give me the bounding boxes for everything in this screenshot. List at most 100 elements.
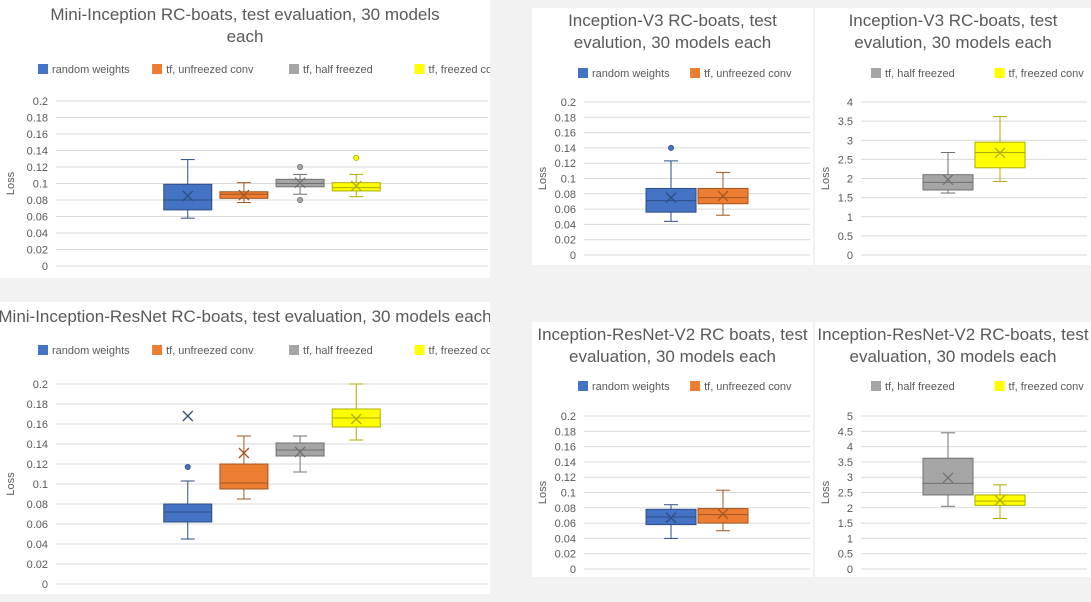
y-tick-label: 0.14 <box>555 143 576 155</box>
chart-title-line: evalution, 30 models each <box>574 33 772 52</box>
box-random-weights <box>163 410 213 540</box>
y-axis-label: Loss <box>820 166 832 190</box>
y-tick-label: 0.18 <box>27 113 48 125</box>
y-tick-label: 0.02 <box>555 235 576 247</box>
y-tick-label: 0.08 <box>555 189 576 201</box>
outlier-point <box>668 144 675 151</box>
outlier-point <box>184 463 191 470</box>
box-iqr <box>163 503 213 523</box>
mean-marker <box>350 413 362 425</box>
legend-label: tf, freezed conv <box>1009 381 1085 393</box>
y-tick-label: 0.02 <box>27 559 48 571</box>
outlier-point <box>353 154 360 161</box>
legend-swatch <box>289 345 300 355</box>
legend-label: random weights <box>592 68 670 80</box>
legend-swatch <box>578 381 588 391</box>
chart-title-line: Mini-Inception RC-boats, test evaluation… <box>50 5 439 24</box>
outlier-point <box>297 163 304 170</box>
y-tick-label: 3.5 <box>838 116 853 128</box>
chart-svg: Mini-Inception-ResNet RC-boats, test eva… <box>0 307 490 591</box>
y-tick-label: 0.02 <box>555 549 576 561</box>
y-tick-label: 0.14 <box>27 146 48 158</box>
y-tick-label: 0.04 <box>27 228 48 240</box>
box-iqr <box>219 463 269 490</box>
mean-marker <box>994 494 1006 506</box>
y-axis-label: Loss <box>537 480 549 504</box>
legend-label: tf, half freezed <box>303 64 373 76</box>
y-tick-label: 3.5 <box>838 457 853 469</box>
y-tick-label: 1 <box>847 533 853 545</box>
chart-panel-inception-resnet-v2-a: Inception-ResNet-V2 RC boats, test evalua… <box>532 322 813 577</box>
y-tick-label: 0.5 <box>838 231 853 243</box>
legend-label: tf, freezed conv <box>429 345 490 357</box>
mean-marker <box>238 447 250 459</box>
y-tick-label: 3 <box>847 135 853 147</box>
chart-title-line: evaluation, 30 models each <box>569 347 776 366</box>
y-tick-label: 0.16 <box>27 419 48 431</box>
mean-marker <box>717 190 729 202</box>
legend-swatch <box>578 68 588 78</box>
y-tick-label: 0.1 <box>561 174 576 186</box>
legend-swatch <box>414 345 425 355</box>
box-tf-freezed-conv <box>974 484 1026 520</box>
mean-marker <box>238 189 250 201</box>
legend-swatch <box>152 345 163 355</box>
legend-label: tf, unfreezed conv <box>166 345 254 357</box>
legend-swatch <box>38 64 48 74</box>
legend-label: random weights <box>52 64 130 76</box>
legend-swatch <box>871 381 881 391</box>
y-tick-label: 0.08 <box>27 195 48 207</box>
legend-swatch <box>38 345 48 355</box>
chart-panel-mini-inception: Mini-Inception RC-boats, test evaluation… <box>0 0 490 278</box>
mean-marker <box>350 180 362 192</box>
mean-marker <box>942 472 954 484</box>
y-tick-label: 2.5 <box>838 154 853 166</box>
y-tick-label: 0 <box>42 579 48 591</box>
y-tick-label: 0.12 <box>555 158 576 170</box>
y-tick-label: 0.04 <box>555 533 576 545</box>
y-tick-label: 0.16 <box>27 129 48 141</box>
legend-swatch <box>289 64 300 74</box>
box-tf-half-freezed <box>275 163 325 203</box>
y-tick-label: 4.5 <box>838 426 853 438</box>
y-tick-label: 2 <box>847 174 853 186</box>
y-tick-label: 0.12 <box>555 472 576 484</box>
chart-title-line: Mini-Inception-ResNet RC-boats, test eva… <box>0 307 490 326</box>
mean-marker <box>665 192 677 204</box>
y-tick-label: 0.12 <box>27 459 48 471</box>
chart-svg: Inception-V3 RC-boats, test evalution, 30… <box>820 11 1087 262</box>
y-axis-label: Loss <box>820 480 832 504</box>
chart-panel-inception-v3-b: Inception-V3 RC-boats, test evalution, 30… <box>815 8 1091 265</box>
mean-marker <box>182 190 194 202</box>
legend-swatch <box>414 64 425 74</box>
y-tick-label: 0.2 <box>33 379 48 391</box>
box-tf-half-freezed <box>275 435 325 473</box>
mean-marker <box>994 147 1006 159</box>
chart-title-line: Inception-ResNet-V2 RC boats, test <box>537 325 808 344</box>
legend-label: random weights <box>52 345 130 357</box>
y-tick-label: 3 <box>847 472 853 484</box>
box-tf-freezed-conv <box>331 154 381 198</box>
legend-swatch <box>994 381 1005 391</box>
y-tick-label: 0.1 <box>561 488 576 500</box>
legend-label: tf, unfreezed conv <box>704 381 792 393</box>
box-tf-half-freezed <box>922 151 974 194</box>
y-tick-label: 1.5 <box>838 193 853 205</box>
y-tick-label: 0.06 <box>27 212 48 224</box>
y-tick-label: 4 <box>847 442 853 454</box>
mean-marker <box>294 446 306 458</box>
legend-label: tf, half freezed <box>885 381 955 393</box>
chart-svg: Mini-Inception RC-boats, test evaluation… <box>5 5 490 273</box>
box-tf-unfreezed-conv <box>219 182 269 203</box>
legend-swatch <box>994 68 1005 78</box>
y-tick-label: 0.18 <box>555 426 576 438</box>
mean-marker <box>665 512 677 524</box>
legend-label: tf, unfreezed conv <box>166 64 254 76</box>
chart-svg: Inception-ResNet-V2 RC-boats, test evalua… <box>817 325 1088 576</box>
box-random-weights <box>645 504 697 539</box>
y-tick-label: 0.08 <box>27 499 48 511</box>
box-tf-unfreezed-conv <box>697 171 749 216</box>
box-iqr <box>922 457 974 496</box>
y-tick-label: 0.16 <box>555 442 576 454</box>
y-tick-label: 0.2 <box>561 97 576 109</box>
